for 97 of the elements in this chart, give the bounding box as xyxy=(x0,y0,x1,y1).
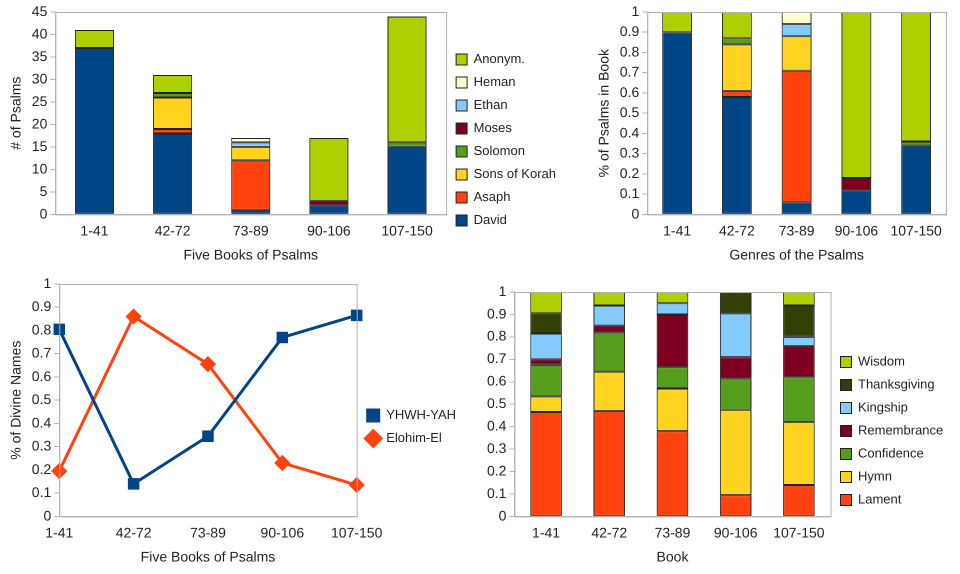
y-tick-label: 0.1 xyxy=(620,185,640,202)
legend-label: David xyxy=(474,212,507,228)
x-tick-label: 107-150 xyxy=(381,222,433,239)
y-tick-label: 1 xyxy=(43,274,52,291)
x-tick-label: 90-106 xyxy=(260,524,304,541)
y-tick-label: 0.3 xyxy=(620,144,640,161)
point xyxy=(126,309,142,324)
x-tick-label: 42-72 xyxy=(718,222,755,239)
x-axis-title: Five Books of Psalms xyxy=(183,246,318,262)
legend-label: Solomon xyxy=(474,143,525,158)
y-tick-label: 0.1 xyxy=(32,484,52,500)
y-tick-label: 40 xyxy=(32,25,48,42)
x-tick-label: 73-89 xyxy=(654,524,691,541)
y-tick-label: 0.7 xyxy=(486,350,507,366)
y-tick-label: 0.6 xyxy=(32,368,52,384)
y-axis-title: % of Divine Names xyxy=(7,340,24,460)
point xyxy=(349,478,364,493)
legend-label: Confidence xyxy=(858,446,924,461)
x-tick-label: 42-72 xyxy=(116,524,152,541)
x-tick-label: 73-89 xyxy=(190,524,226,541)
legend-label: Moses xyxy=(474,120,512,136)
y-axis-title: % of Psalms in Book xyxy=(595,48,612,178)
y-tick-label: 5 xyxy=(40,182,48,199)
point xyxy=(274,455,290,470)
legend-label: Elohim-El xyxy=(386,430,442,446)
x-axis-title: Genres of the Psalms xyxy=(729,246,864,262)
y-tick-label: 0.6 xyxy=(486,372,507,389)
point xyxy=(350,310,362,322)
y-tick-label: 0 xyxy=(43,507,52,524)
y-tick-label: 0.8 xyxy=(620,43,640,60)
y-tick-label: 25 xyxy=(32,92,48,109)
y-tick-label: 45 xyxy=(32,2,48,19)
x-tick-label: 90-106 xyxy=(834,222,878,239)
x-tick-label: 1-41 xyxy=(532,524,560,541)
y-tick-label: 0.2 xyxy=(32,460,52,477)
legend-label: Thanksgiving xyxy=(858,376,935,392)
point xyxy=(200,356,216,372)
y-tick-label: 0.8 xyxy=(32,321,52,338)
y-tick-label: 0.1 xyxy=(486,484,507,501)
y-tick-label: 20 xyxy=(32,115,48,132)
point xyxy=(54,324,66,336)
x-tick-label: 107-150 xyxy=(890,222,942,239)
x-tick-label: 1-41 xyxy=(45,524,74,541)
x-tick-label: 42-72 xyxy=(154,222,191,239)
legend-label: Remembrance xyxy=(858,422,944,438)
x-tick-label: 73-89 xyxy=(232,222,269,239)
y-tick-label: 0 xyxy=(631,205,640,222)
legend-label: Anonym. xyxy=(474,51,525,66)
y-tick-label: 0.2 xyxy=(486,462,507,478)
y-tick-label: 0.4 xyxy=(32,414,52,430)
legend-label: YHWH-YAH xyxy=(386,407,456,422)
legend-label: Wisdom xyxy=(858,354,905,369)
y-tick-label: 0.2 xyxy=(620,164,640,181)
x-tick-label: 90-106 xyxy=(714,524,758,541)
legend-label: Sons of Korah xyxy=(474,166,556,182)
x-tick-label: 107-150 xyxy=(330,524,383,541)
x-tick-label: 1-41 xyxy=(663,222,692,239)
y-tick-label: 15 xyxy=(32,138,48,154)
x-tick-label: 73-89 xyxy=(778,222,815,239)
y-tick-label: 0.3 xyxy=(486,440,507,456)
y-tick-label: 0.9 xyxy=(486,305,507,322)
y-tick-label: 0 xyxy=(498,507,507,524)
x-axis-title: Book xyxy=(656,548,690,564)
x-tick-label: 42-72 xyxy=(591,524,628,541)
y-tick-label: 1 xyxy=(631,2,640,19)
legend-label: Heman xyxy=(474,74,516,90)
y-tick-label: 30 xyxy=(32,70,48,86)
y-tick-label: 0.5 xyxy=(32,391,52,408)
y-tick-label: 0.3 xyxy=(32,438,52,454)
y-tick-label: 0.5 xyxy=(620,104,640,120)
y-tick-label: 0.9 xyxy=(620,23,640,40)
point xyxy=(202,430,214,442)
legend-label: Lament xyxy=(858,492,902,507)
x-axis-title: Five Books of Psalms xyxy=(140,548,276,564)
point xyxy=(276,332,288,344)
y-tick-label: 0.9 xyxy=(32,298,52,314)
legend-label: Kingship xyxy=(858,400,908,415)
y-tick-label: 0.4 xyxy=(486,418,507,434)
y-tick-label: 0.6 xyxy=(620,84,640,100)
y-tick-label: 35 xyxy=(32,48,48,64)
y-axis-title: # of Psalms xyxy=(7,76,24,150)
y-tick-label: 0.7 xyxy=(620,64,640,80)
x-tick-label: 1-41 xyxy=(80,222,109,239)
legend-label: Asaph xyxy=(474,189,510,204)
point xyxy=(52,464,67,479)
legend-label: Ethan xyxy=(474,97,508,112)
y-tick-label: 0.4 xyxy=(620,124,640,140)
x-tick-label: 90-106 xyxy=(307,222,351,239)
y-tick-label: 10 xyxy=(32,160,48,176)
y-tick-label: 0.5 xyxy=(486,395,507,412)
point xyxy=(128,478,140,490)
y-tick-label: 0.7 xyxy=(32,344,52,361)
y-tick-label: 1 xyxy=(498,282,507,299)
y-tick-label: 0 xyxy=(40,205,48,222)
legend-label: Hymn xyxy=(858,468,892,484)
x-tick-label: 107-150 xyxy=(773,524,825,541)
y-tick-label: 0.8 xyxy=(486,328,507,344)
